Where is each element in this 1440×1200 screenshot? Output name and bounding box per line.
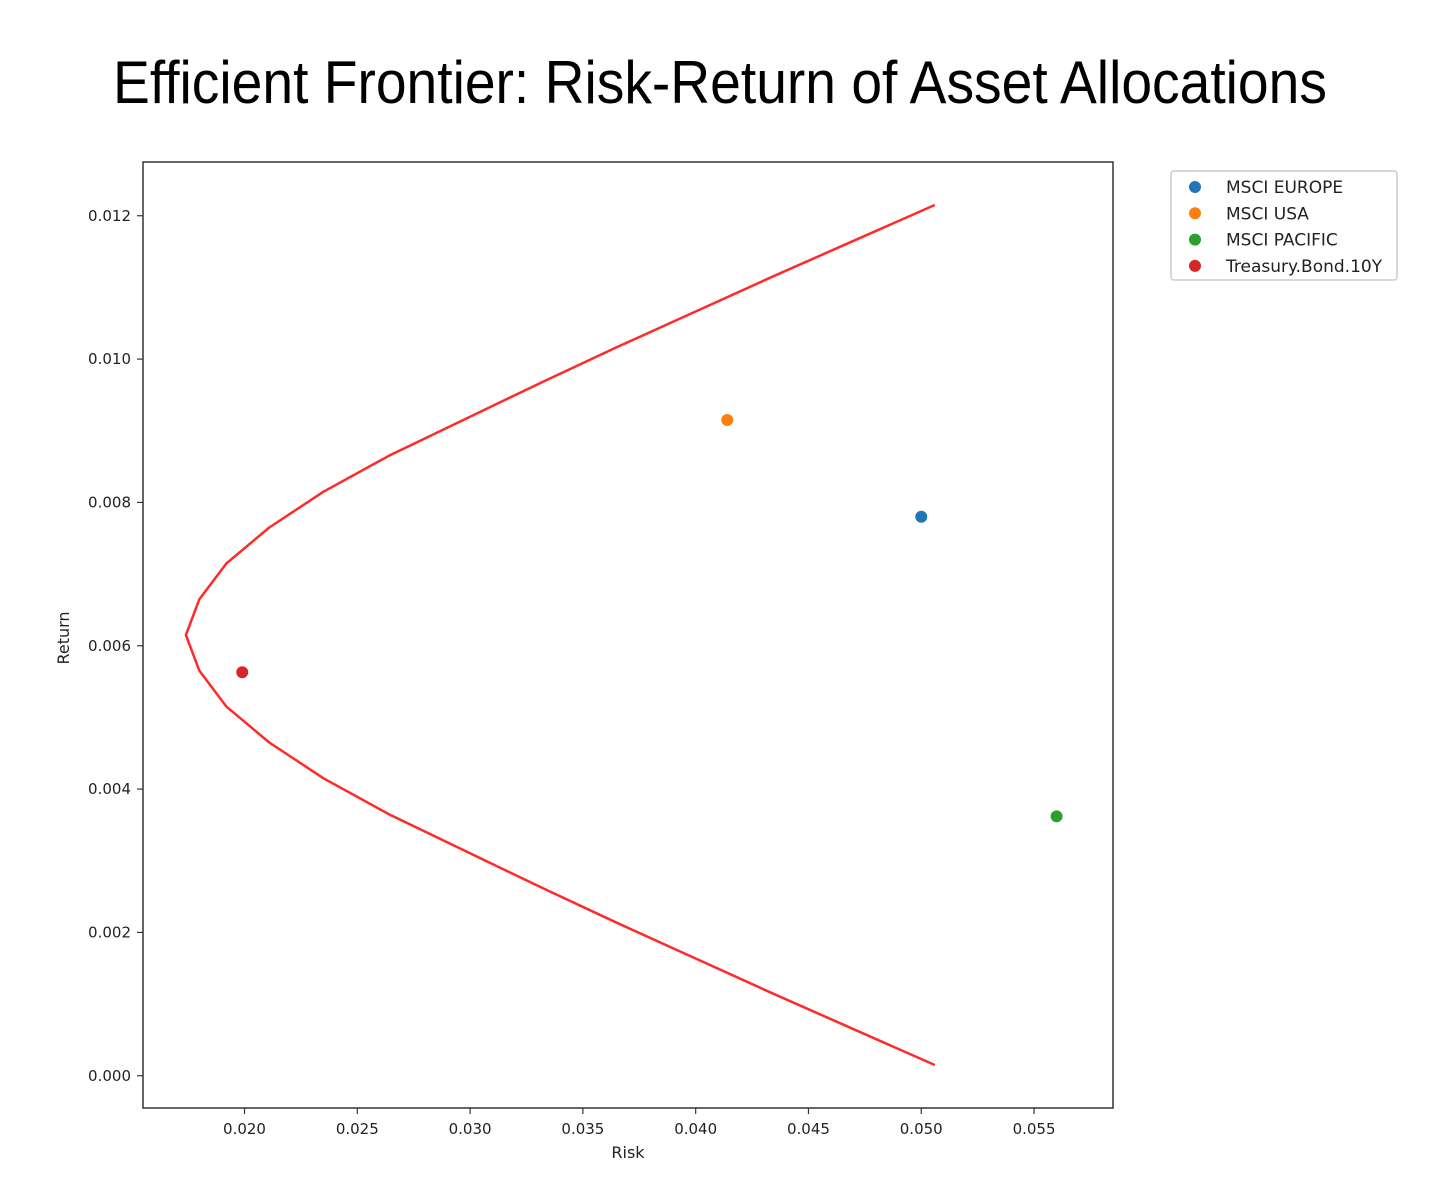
legend: MSCI EUROPE MSCI USA MSCI PACIFIC Treasury.… <box>1170 170 1398 281</box>
x-axis: 0.020 0.025 0.030 0.035 0.040 0.045 0.050 0.055 <box>223 1108 1056 1138</box>
point-msci-pacific <box>1050 810 1063 823</box>
y-axis: 0.000 0.002 0.004 0.006 0.008 0.010 0.012 <box>88 207 143 1085</box>
y-tick-label: 0.008 <box>88 493 131 511</box>
y-axis-label: Return <box>54 611 73 664</box>
legend-label-treasury-bond-10y: Treasury.Bond.10Y <box>1225 257 1383 277</box>
y-tick-label: 0.006 <box>88 637 131 655</box>
legend-label-msci-usa: MSCI USA <box>1226 204 1309 224</box>
y-tick-label: 0.002 <box>88 923 131 941</box>
legend-box <box>1170 170 1398 281</box>
y-tick-label: 0.000 <box>88 1067 131 1085</box>
legend-label-msci-europe: MSCI EUROPE <box>1226 178 1343 198</box>
legend-marker-msci-europe <box>1189 181 1201 193</box>
x-tick-label: 0.030 <box>449 1120 492 1138</box>
legend-marker-msci-usa <box>1189 207 1201 220</box>
x-tick-label: 0.040 <box>674 1120 717 1138</box>
legend-label-msci-pacific: MSCI PACIFIC <box>1226 231 1338 251</box>
y-tick-label: 0.004 <box>88 780 131 798</box>
point-treasury-bond-10y <box>236 666 249 679</box>
x-tick-label: 0.055 <box>1013 1120 1056 1138</box>
efficient-frontier-line <box>184 203 936 1067</box>
y-tick-label: 0.010 <box>88 350 131 368</box>
x-tick-label: 0.025 <box>336 1120 379 1138</box>
legend-marker-msci-pacific <box>1189 233 1201 246</box>
x-tick-label: 0.035 <box>561 1120 604 1138</box>
y-tick-label: 0.012 <box>88 207 131 225</box>
points-layer <box>236 414 1063 823</box>
chart-title: Efficient Frontier: Risk-Return of Asset… <box>113 49 1327 116</box>
x-tick-label: 0.050 <box>900 1120 943 1138</box>
frontier-layer <box>184 203 936 1067</box>
point-msci-europe <box>915 510 928 523</box>
x-tick-label: 0.020 <box>223 1120 266 1138</box>
x-axis-label: Risk <box>611 1143 645 1162</box>
point-msci-usa <box>721 414 734 426</box>
legend-marker-treasury-bond-10y <box>1189 259 1201 272</box>
x-tick-label: 0.045 <box>787 1120 830 1138</box>
plot-frame <box>142 161 1114 1109</box>
